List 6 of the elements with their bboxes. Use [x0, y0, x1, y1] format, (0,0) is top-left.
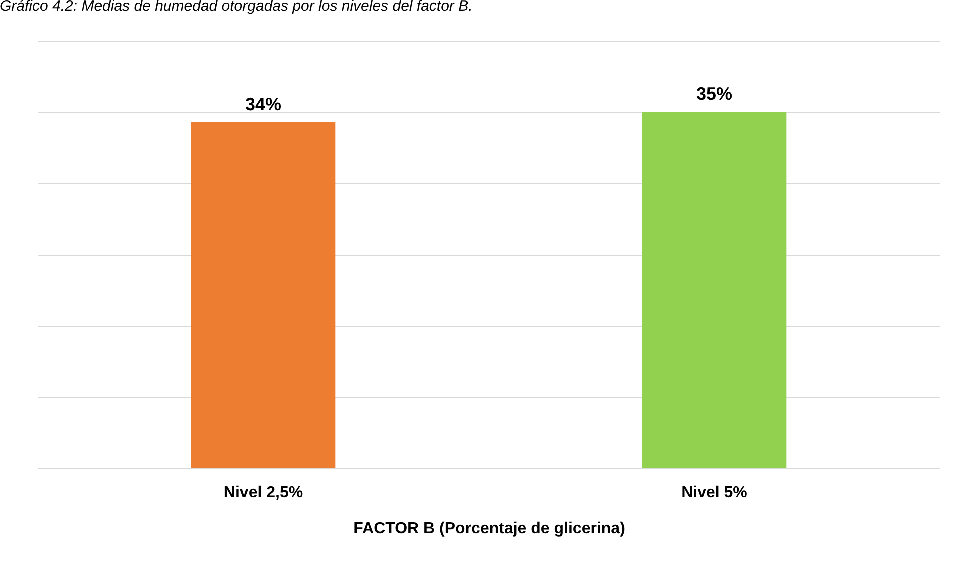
x-axis-title: FACTOR B (Porcentaje de glicerina)	[354, 520, 626, 538]
data-label: 34%	[245, 94, 282, 114]
x-tick-label: Nivel 2,5%	[224, 484, 304, 502]
chart-title: Gráfico 4.2: Medias de humedad otorgadas por los niveles del factor B.	[0, 0, 473, 15]
x-tick-label: Nivel 5%	[682, 484, 748, 502]
data-label: 35%	[696, 84, 733, 104]
